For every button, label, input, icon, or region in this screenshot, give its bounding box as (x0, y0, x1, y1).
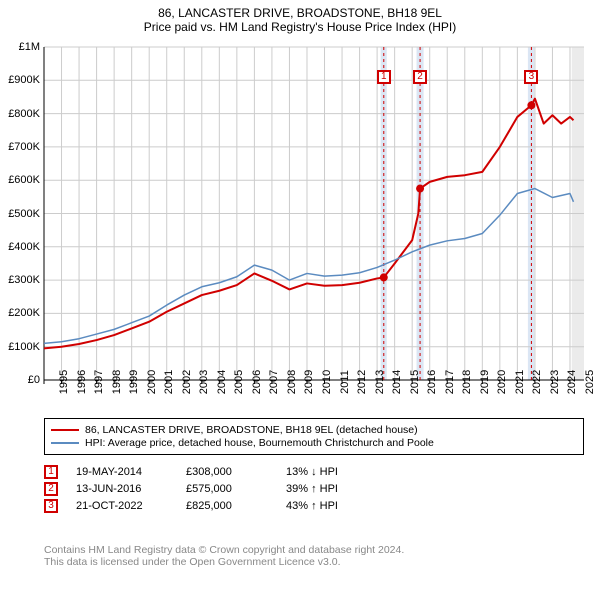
event-date: 13-JUN-2016 (76, 483, 186, 495)
event-marker-3: 3 (524, 70, 538, 84)
legend-row: HPI: Average price, detached house, Bour… (51, 437, 577, 449)
series-dot (416, 185, 424, 193)
y-tick-label: £600K (8, 174, 40, 186)
legend-row: 86, LANCASTER DRIVE, BROADSTONE, BH18 9E… (51, 424, 577, 436)
event-price: £308,000 (186, 466, 286, 478)
legend-label: 86, LANCASTER DRIVE, BROADSTONE, BH18 9E… (85, 424, 418, 436)
event-marker-1: 1 (377, 70, 391, 84)
y-tick-label: £800K (8, 108, 40, 120)
legend-box: 86, LANCASTER DRIVE, BROADSTONE, BH18 9E… (44, 418, 584, 455)
y-tick-label: £200K (8, 307, 40, 319)
footer-line1: Contains HM Land Registry data © Crown c… (44, 544, 404, 556)
legend-swatch (51, 442, 79, 444)
event-num-box: 3 (44, 499, 58, 513)
series-dot (527, 101, 535, 109)
event-row: 3 21-OCT-2022£825,00043% ↑ HPI (44, 499, 584, 513)
event-row: 2 13-JUN-2016£575,00039% ↑ HPI (44, 482, 584, 496)
event-date: 21-OCT-2022 (76, 500, 186, 512)
legend-swatch (51, 429, 79, 431)
y-tick-label: £1M (19, 41, 40, 53)
event-num-box: 2 (44, 482, 58, 496)
event-delta: 13% ↓ HPI (286, 466, 386, 478)
title-subtitle: Price paid vs. HM Land Registry's House … (0, 20, 600, 34)
y-tick-label: £700K (8, 141, 40, 153)
event-row: 1 19-MAY-2014£308,00013% ↓ HPI (44, 465, 584, 479)
y-tick-label: £100K (8, 341, 40, 353)
footer-text: Contains HM Land Registry data © Crown c… (44, 544, 404, 568)
y-tick-label: £500K (8, 208, 40, 220)
y-tick-label: £300K (8, 274, 40, 286)
event-marker-2: 2 (413, 70, 427, 84)
event-price: £575,000 (186, 483, 286, 495)
chart-plot-area: £0£100K£200K£300K£400K£500K£600K£700K£80… (44, 47, 584, 380)
footer-line2: This data is licensed under the Open Gov… (44, 556, 404, 568)
chart-titles: 86, LANCASTER DRIVE, BROADSTONE, BH18 9E… (0, 0, 600, 34)
event-delta: 39% ↑ HPI (286, 483, 386, 495)
y-tick-label: £900K (8, 74, 40, 86)
legend-label: HPI: Average price, detached house, Bour… (85, 437, 434, 449)
events-table: 1 19-MAY-2014£308,00013% ↓ HPI 2 13-JUN-201… (44, 462, 584, 516)
series-dot (380, 273, 388, 281)
x-tick-label: 2025 (570, 370, 596, 394)
event-price: £825,000 (186, 500, 286, 512)
event-date: 19-MAY-2014 (76, 466, 186, 478)
event-num-box: 1 (44, 465, 58, 479)
title-address: 86, LANCASTER DRIVE, BROADSTONE, BH18 9E… (0, 6, 600, 20)
y-tick-label: £400K (8, 241, 40, 253)
event-delta: 43% ↑ HPI (286, 500, 386, 512)
y-tick-label: £0 (28, 374, 40, 386)
